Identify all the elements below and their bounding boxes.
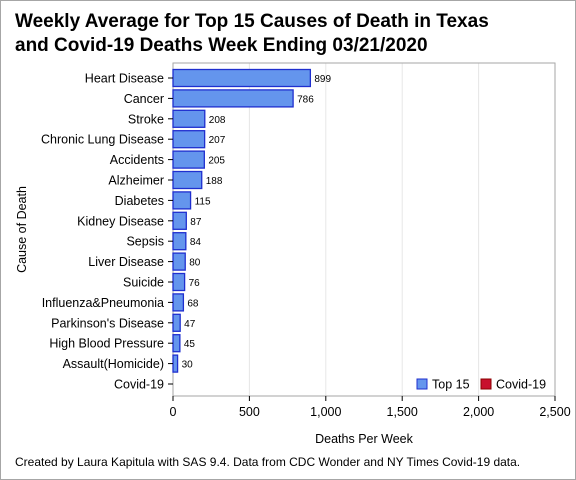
- x-axis-title: Deaths Per Week: [315, 432, 413, 446]
- y-axis-title: Cause of Death: [15, 186, 29, 273]
- y-tick-label: Diabetes: [115, 194, 164, 208]
- bar-value-label: 45: [184, 339, 196, 350]
- bar: [172, 272, 186, 292]
- bar-value-label: 76: [189, 278, 201, 289]
- bar-value-label: 899: [314, 74, 331, 85]
- y-tick-label: Influenza&Pneumonia: [42, 296, 164, 310]
- bar: [172, 130, 206, 149]
- bar: [172, 211, 187, 230]
- bar: [172, 191, 192, 210]
- bar: [172, 89, 294, 108]
- bar: [172, 232, 187, 251]
- plot-area: [172, 62, 556, 397]
- x-axis-ticks: 0 500 1,000 1,500 2,000 2,500: [170, 396, 571, 419]
- bar: [172, 293, 185, 312]
- chart-title: Weekly Average for Top 15 Causes of Deat…: [15, 10, 555, 58]
- legend-swatch: [416, 378, 428, 390]
- y-tick-label: Covid-19: [114, 378, 164, 392]
- y-tick-label: Liver Disease: [88, 255, 164, 269]
- y-tick-label: Suicide: [123, 276, 164, 290]
- x-tick-label: 500: [239, 405, 260, 419]
- y-tick-label: Parkinson's Disease: [51, 316, 164, 330]
- chart-title-line-1: Weekly Average for Top 15 Causes of Deat…: [15, 11, 489, 32]
- footnote: Created by Laura Kapitula with SAS 9.4. …: [15, 455, 521, 469]
- bar-value-label: 87: [190, 217, 202, 228]
- legend-label: Covid-19: [496, 378, 546, 392]
- y-tick-label: Sepsis: [126, 235, 164, 249]
- bars: [172, 68, 312, 373]
- x-tick-label: 1,000: [310, 405, 341, 419]
- y-tick-label: Alzheimer: [108, 174, 164, 188]
- bar: [172, 109, 206, 128]
- bar-value-label: 208: [209, 115, 226, 126]
- bar: [172, 68, 312, 88]
- bar: [172, 252, 186, 271]
- y-tick-label: Cancer: [124, 92, 164, 106]
- y-tick-label: Chronic Lung Disease: [41, 133, 164, 147]
- y-tick-label: Assault(Homicide): [63, 357, 164, 371]
- y-tick-label: Kidney Disease: [77, 214, 164, 228]
- bar-value-label: 205: [208, 156, 225, 167]
- bar: [172, 334, 181, 353]
- bar-value-label: 84: [190, 237, 202, 248]
- bar-value-label: 115: [195, 196, 211, 207]
- legend-label: Top 15: [432, 378, 470, 392]
- x-tick-label: 1,500: [387, 405, 418, 419]
- bar-value-label: 47: [184, 319, 196, 330]
- legend: Top 15 Covid-19: [416, 378, 546, 392]
- y-tick-label: Accidents: [110, 153, 164, 167]
- bar: [172, 150, 205, 169]
- y-tick-label: High Blood Pressure: [49, 337, 164, 351]
- bar-value-label: 30: [182, 360, 194, 371]
- bar-value-label: 207: [209, 135, 226, 146]
- bar: [172, 313, 181, 332]
- y-axis-tick-labels: Heart Disease Cancer Stroke Chronic Lung Di…: [41, 72, 173, 392]
- bar-value-label: 188: [206, 176, 223, 187]
- x-tick-label: 0: [170, 405, 177, 419]
- x-tick-label: 2,000: [463, 405, 494, 419]
- y-tick-label: Heart Disease: [85, 72, 164, 86]
- bar: [172, 170, 203, 190]
- bar: [172, 354, 179, 373]
- bar-value-label: 68: [187, 298, 199, 309]
- chart-title-line-2: and Covid-19 Deaths Week Ending 03/21/20…: [15, 35, 428, 56]
- y-tick-label: Stroke: [128, 112, 164, 126]
- gridlines: [248, 63, 480, 396]
- legend-swatch: [480, 378, 492, 390]
- bar-value-label: 786: [297, 94, 314, 105]
- x-tick-label: 2,500: [539, 405, 570, 419]
- bar-value-label: 80: [189, 258, 201, 269]
